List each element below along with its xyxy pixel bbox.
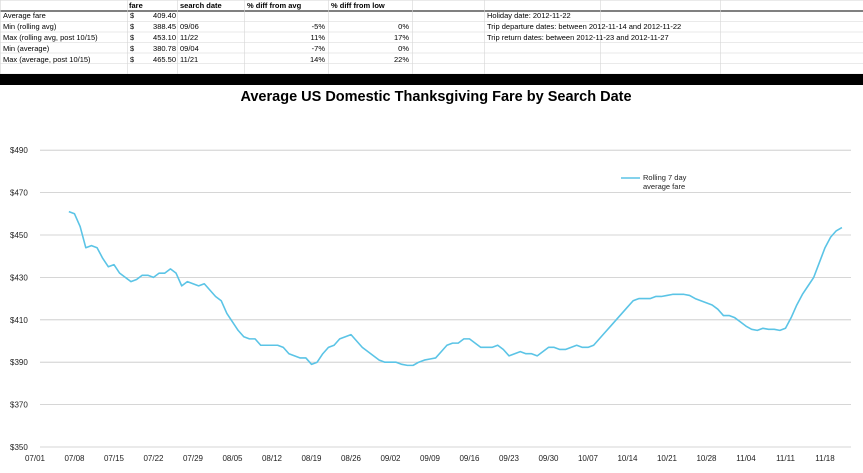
diff-low-value: 0% [398, 44, 409, 53]
x-tick-label: 07/29 [183, 454, 204, 463]
col-header-fare: fare [129, 1, 143, 10]
x-tick-label: 10/14 [617, 454, 638, 463]
fare-value: 380.78 [153, 44, 176, 53]
currency-symbol: $ [130, 22, 135, 31]
row-label: Max (average, post 10/15) [3, 55, 91, 64]
search-date-value: 09/04 [180, 44, 199, 53]
diff-avg-value: 14% [309, 55, 325, 64]
x-tick-label: 08/19 [301, 454, 322, 463]
note-return-dates: Trip return dates: between 2012-11-23 an… [487, 33, 669, 42]
fare-line-chart: Average US Domestic Thanksgiving Fare by… [0, 85, 863, 473]
diff-low-value: 17% [393, 33, 409, 42]
chart-background [0, 85, 863, 473]
legend-label-line2: average fare [643, 182, 685, 191]
diff-low-value: 22% [393, 55, 409, 64]
note-departure-dates: Trip departure dates: between 2012-11-14… [487, 22, 682, 31]
x-tick-label: 11/04 [736, 454, 756, 463]
diff-avg-value: 11% [310, 33, 325, 42]
col-header-diff-low: % diff from low [331, 1, 385, 10]
chart-title: Average US Domestic Thanksgiving Fare by… [240, 89, 631, 105]
x-tick-label: 10/07 [578, 454, 599, 463]
y-axis: $350 $370 $390 $410 $430 $450 $470 $490 [10, 146, 28, 452]
col-header-diff-avg: % diff from avg [247, 1, 302, 10]
search-date-value: 11/21 [180, 55, 199, 64]
y-tick-label: $390 [10, 358, 28, 367]
y-tick-label: $430 [10, 273, 28, 282]
legend-label-line1: Rolling 7 day [643, 173, 687, 182]
x-axis: 07/01 07/08 07/15 07/22 07/29 08/05 08/12 08/19… [25, 454, 835, 463]
fare-value: 388.45 [153, 22, 176, 31]
x-tick-label: 09/02 [380, 454, 401, 463]
x-tick-label: 07/01 [25, 454, 46, 463]
currency-symbol: $ [130, 33, 135, 42]
legend: Rolling 7 day average fare [621, 173, 687, 191]
x-tick-label: 07/15 [104, 454, 125, 463]
row-label: Max (rolling avg, post 10/15) [3, 33, 98, 42]
currency-symbol: $ [130, 44, 135, 53]
x-tick-label: 10/21 [657, 454, 678, 463]
diff-avg-value: -5% [311, 22, 325, 31]
row-label: Average fare [3, 11, 46, 20]
x-tick-label: 11/18 [815, 454, 835, 463]
x-tick-label: 11/11 [776, 454, 795, 463]
x-tick-label: 08/12 [262, 454, 283, 463]
y-tick-label: $350 [10, 443, 28, 452]
spreadsheet-grid [0, 0, 863, 85]
x-tick-label: 09/16 [459, 454, 480, 463]
series-line-rolling-average [68, 210, 843, 367]
col-header-search-date: search date [180, 1, 222, 10]
x-tick-label: 07/22 [143, 454, 164, 463]
x-tick-label: 10/28 [696, 454, 717, 463]
x-tick-label: 08/26 [341, 454, 362, 463]
sheet-separator-bar [0, 74, 863, 85]
x-tick-label: 09/30 [538, 454, 559, 463]
fare-value: 409.40 [153, 11, 176, 20]
note-holiday-date: Holiday date: 2012-11-22 [487, 11, 571, 20]
currency-symbol: $ [130, 55, 135, 64]
diff-low-value: 0% [398, 22, 409, 31]
x-tick-label: 09/09 [420, 454, 441, 463]
y-tick-label: $450 [10, 231, 28, 240]
diff-avg-value: -7% [311, 44, 325, 53]
currency-symbol: $ [130, 11, 135, 20]
y-tick-label: $470 [10, 189, 28, 198]
x-tick-label: 09/23 [499, 454, 520, 463]
search-date-value: 09/06 [180, 22, 199, 31]
fare-value: 465.50 [153, 55, 176, 64]
y-tick-label: $410 [10, 316, 28, 325]
x-tick-label: 08/05 [222, 454, 243, 463]
fare-value: 453.10 [153, 33, 176, 42]
x-tick-label: 07/08 [64, 454, 85, 463]
row-label: Min (rolling avg) [3, 22, 57, 31]
spreadsheet: fare search date % diff from avg % diff … [0, 0, 863, 85]
search-date-value: 11/22 [180, 33, 199, 42]
grid-lines [40, 149, 851, 448]
row-label: Min (average) [3, 44, 50, 53]
y-tick-label: $490 [10, 146, 28, 155]
y-tick-label: $370 [10, 401, 28, 410]
